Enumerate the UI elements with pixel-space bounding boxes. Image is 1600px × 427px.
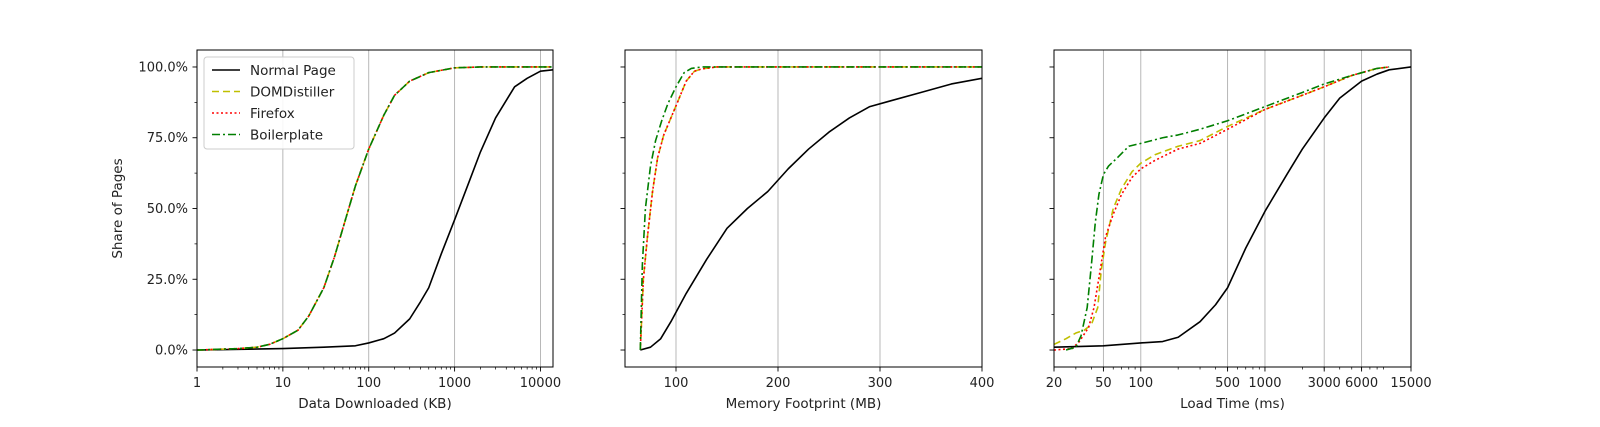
series-line-normal-page (640, 77, 982, 351)
x-tick-label: 400 (970, 376, 995, 391)
x-tick-label: 300 (868, 376, 893, 391)
x-tick-label: 200 (766, 376, 791, 391)
x-axis-title: Memory Footprint (MB) (726, 396, 882, 412)
chart-panel-2: 100 200 300 400 Memory Footprint (MB) (620, 49, 995, 412)
y-tick-label: 75.0% (147, 131, 188, 146)
series-group (1054, 66, 1411, 351)
x-tick-label: 100 (1128, 376, 1153, 391)
x-tick-label: 15000 (1390, 376, 1431, 391)
legend-box (203, 56, 355, 150)
series-line-normal-page (1054, 66, 1411, 348)
x-tick-label: 100 (664, 376, 689, 391)
x-tick-label: 10000 (520, 376, 561, 391)
x-tick-label: 50 (1095, 376, 1112, 391)
chart-panel-3: 20 50 100 500 1000 3000 6000 15000 Load Time (ms… (1046, 49, 1432, 412)
legend-label: Boilerplate (250, 128, 323, 144)
legend-label: Normal Page (250, 63, 336, 79)
legend-label: Firefox (250, 106, 295, 122)
y-axis-title: Share of Pages (110, 158, 126, 258)
chart-panel-1: 1 10 100 1000 10000 0.0% 25.0% 50.0% 75.0% 100.0%… (110, 49, 561, 412)
plot-frame (624, 49, 983, 368)
x-axis-title: Load Time (ms) (1180, 396, 1285, 412)
y-tick-label: 0.0% (155, 344, 188, 359)
series-line-firefox (1054, 66, 1390, 351)
x-tick-label: 6000 (1345, 376, 1378, 391)
series-line-domdistiller (639, 66, 982, 351)
x-tick-label: 3000 (1308, 376, 1341, 391)
legend-label: DOMDistiller (250, 85, 335, 101)
x-tick-label: 20 (1046, 376, 1063, 391)
x-tick-label: 10 (275, 376, 292, 391)
series-group (639, 66, 982, 351)
y-tick-label: 50.0% (147, 202, 188, 217)
x-tick-label: 500 (1215, 376, 1240, 391)
x-tick-label: 1000 (438, 376, 471, 391)
series-line-boilerplate (1065, 66, 1390, 351)
series-line-boilerplate (197, 66, 553, 351)
x-axis-title: Data Downloaded (KB) (298, 396, 451, 412)
series-line-normal-page (197, 69, 553, 351)
x-tick-label: 1 (193, 376, 201, 391)
x-tick-label: 100 (356, 376, 381, 391)
x-tick-label: 1000 (1248, 376, 1281, 391)
series-line-domdistiller (1054, 66, 1390, 346)
series-group (197, 66, 553, 351)
y-tick-label: 25.0% (147, 273, 188, 288)
legend: Normal Page DOMDistiller Firefox Boilerplat… (203, 56, 355, 150)
y-tick-label: 100.0% (138, 60, 188, 75)
series-line-boilerplate (639, 66, 982, 351)
series-line-firefox (639, 66, 982, 351)
plot-frame (1053, 49, 1412, 368)
